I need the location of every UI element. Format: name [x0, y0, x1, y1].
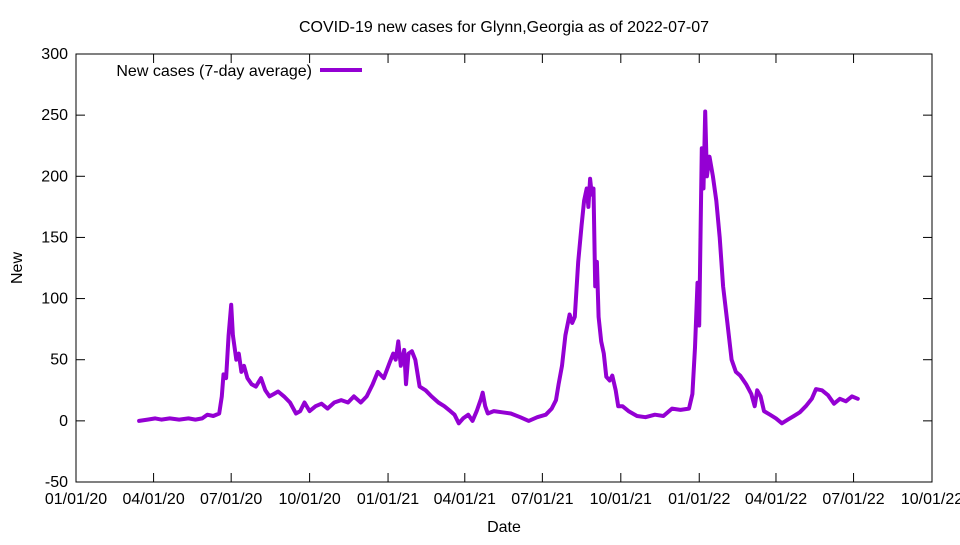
legend: New cases (7-day average) [116, 63, 362, 80]
y-tick-label: 50 [50, 352, 68, 369]
x-tick-label: 01/01/20 [45, 491, 107, 508]
y-tick-label: 300 [41, 46, 68, 63]
x-tick-label: 01/01/22 [668, 491, 730, 508]
x-tick-label: 07/01/21 [511, 491, 573, 508]
x-tick-label: 04/01/20 [122, 491, 184, 508]
chart-title: COVID-19 new cases for Glynn,Georgia as … [299, 19, 709, 36]
x-tick-label: 07/01/22 [822, 491, 884, 508]
x-tick-label: 04/01/21 [434, 491, 496, 508]
x-tick-label: 07/01/20 [200, 491, 262, 508]
y-axis-label: New [9, 252, 26, 284]
y-tick-label: 0 [59, 413, 68, 430]
y-tick-label: 200 [41, 168, 68, 185]
y-tick-label: 150 [41, 229, 68, 246]
series-line [137, 109, 860, 426]
y-tick-label: -50 [45, 474, 68, 491]
x-tick-label: 10/01/21 [590, 491, 652, 508]
x-tick-label: 04/01/22 [745, 491, 807, 508]
x-tick-label: 10/01/20 [278, 491, 340, 508]
plot-frame [75, 53, 933, 483]
x-tick-label: 01/01/21 [357, 491, 419, 508]
legend-label: New cases (7-day average) [116, 63, 312, 80]
x-tick-label: 10/01/22 [901, 491, 960, 508]
y-tick-label: 250 [41, 107, 68, 124]
x-axis-label: Date [487, 519, 521, 536]
y-tick-label: 100 [41, 291, 68, 308]
